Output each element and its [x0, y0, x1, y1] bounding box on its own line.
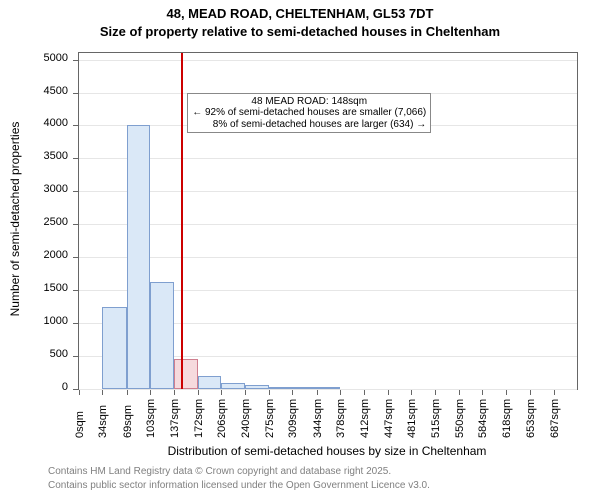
y-tick — [73, 290, 78, 291]
plot-area: 48 MEAD ROAD: 148sqm← 92% of semi-detach… — [78, 52, 578, 390]
x-tick-label: 584sqm — [477, 399, 489, 438]
chart-title-1: 48, MEAD ROAD, CHELTENHAM, GL53 7DT — [0, 6, 600, 21]
x-tick — [506, 390, 507, 395]
x-tick — [554, 390, 555, 395]
x-tick-label: 653sqm — [525, 399, 537, 438]
x-tick-label: 515sqm — [430, 399, 442, 438]
x-tick — [530, 390, 531, 395]
x-tick-label: 687sqm — [549, 399, 561, 438]
y-tick — [73, 191, 78, 192]
gridline — [79, 191, 577, 192]
x-tick — [150, 390, 151, 395]
y-tick — [73, 257, 78, 258]
gridline — [79, 60, 577, 61]
x-tick-label: 309sqm — [287, 399, 299, 438]
x-tick-label: 0sqm — [74, 411, 86, 438]
y-tick — [73, 125, 78, 126]
x-tick-label: 412sqm — [359, 399, 371, 438]
y-tick — [73, 323, 78, 324]
histogram-bar — [317, 387, 340, 389]
x-tick — [221, 390, 222, 395]
x-tick-label: 240sqm — [240, 399, 252, 438]
gridline — [79, 224, 577, 225]
gridline — [79, 158, 577, 159]
marker-line — [181, 53, 183, 389]
x-tick — [317, 390, 318, 395]
y-axis-title: Number of semi-detached properties — [8, 51, 22, 387]
annotation-box: 48 MEAD ROAD: 148sqm← 92% of semi-detach… — [187, 93, 431, 134]
x-tick — [198, 390, 199, 395]
y-tick — [73, 389, 78, 390]
x-tick — [245, 390, 246, 395]
x-tick — [388, 390, 389, 395]
x-tick — [411, 390, 412, 395]
x-tick-label: 378sqm — [335, 399, 347, 438]
y-tick — [73, 356, 78, 357]
annotation-line: 8% of semi-detached houses are larger (6… — [192, 119, 426, 131]
x-tick — [174, 390, 175, 395]
x-tick — [79, 390, 80, 395]
y-tick — [73, 158, 78, 159]
histogram-bar — [174, 359, 198, 389]
x-tick-label: 69sqm — [122, 405, 134, 438]
x-tick — [459, 390, 460, 395]
annotation-line: ← 92% of semi-detached houses are smalle… — [192, 107, 426, 119]
y-tick — [73, 60, 78, 61]
x-tick-label: 34sqm — [97, 405, 109, 438]
histogram-bar — [198, 376, 221, 389]
x-tick — [435, 390, 436, 395]
x-tick-label: 618sqm — [501, 399, 513, 438]
x-tick-label: 103sqm — [145, 399, 157, 438]
x-tick-label: 172sqm — [193, 399, 205, 438]
x-tick-label: 481sqm — [406, 399, 418, 438]
histogram-bar — [269, 387, 292, 389]
histogram-bar — [245, 385, 269, 389]
histogram-bar — [102, 307, 126, 389]
y-tick — [73, 93, 78, 94]
annotation-line: 48 MEAD ROAD: 148sqm — [192, 96, 426, 108]
x-tick-label: 447sqm — [383, 399, 395, 438]
x-tick-label: 550sqm — [454, 399, 466, 438]
x-tick-label: 137sqm — [169, 399, 181, 438]
x-tick — [102, 390, 103, 395]
x-tick — [292, 390, 293, 395]
histogram-bar — [292, 387, 316, 389]
histogram-bar — [221, 383, 244, 389]
histogram-bar — [127, 125, 150, 389]
x-tick — [127, 390, 128, 395]
x-tick — [482, 390, 483, 395]
x-tick-label: 275sqm — [264, 399, 276, 438]
y-tick — [73, 224, 78, 225]
x-tick — [269, 390, 270, 395]
x-axis-title: Distribution of semi-detached houses by … — [78, 444, 576, 458]
histogram-bar — [150, 282, 173, 389]
attribution-1: Contains HM Land Registry data © Crown c… — [0, 466, 600, 477]
x-tick-label: 344sqm — [312, 399, 324, 438]
x-tick-label: 206sqm — [216, 399, 228, 438]
gridline — [79, 389, 577, 390]
chart-title-2: Size of property relative to semi-detach… — [0, 24, 600, 39]
attribution-2: Contains public sector information licen… — [0, 480, 600, 491]
x-tick — [340, 390, 341, 395]
x-tick — [364, 390, 365, 395]
gridline — [79, 257, 577, 258]
